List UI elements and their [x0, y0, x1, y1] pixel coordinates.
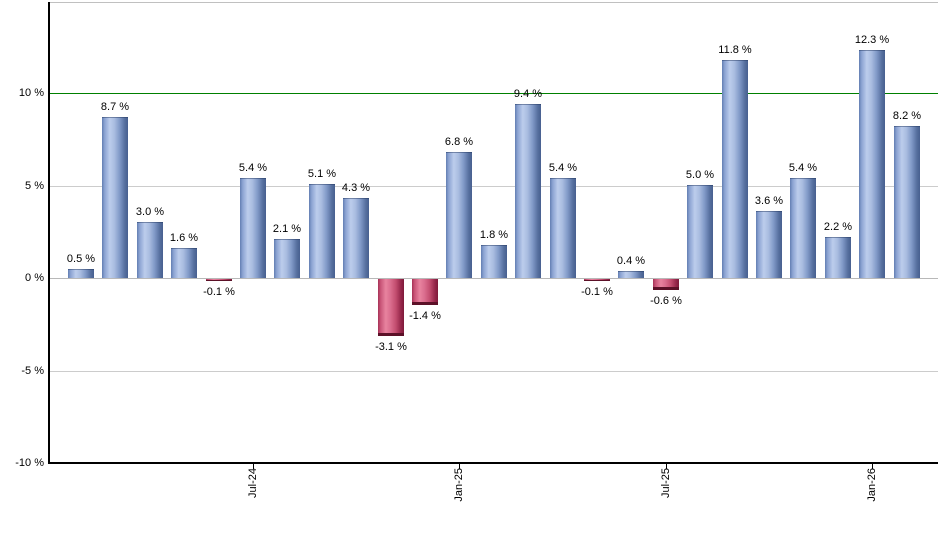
bar[interactable] [343, 198, 369, 278]
bar-value-label: 4.3 % [341, 182, 371, 194]
bar-value-label: 8.7 % [100, 101, 130, 113]
bar[interactable] [171, 248, 197, 278]
bar-value-label: 5.0 % [685, 169, 715, 181]
bar[interactable] [412, 279, 438, 305]
gridline [50, 186, 938, 187]
x-axis-label: Jul-25 [660, 468, 672, 498]
bar-value-label: 3.0 % [135, 206, 165, 218]
bar[interactable] [309, 184, 335, 278]
bar[interactable] [137, 222, 163, 278]
bar[interactable] [240, 178, 266, 278]
bar-value-label: 11.8 % [718, 44, 752, 56]
bar-value-label: -0.1 % [203, 286, 235, 298]
y-axis-label: 10 % [18, 87, 44, 99]
bar[interactable] [446, 152, 472, 278]
x-axis-tick [459, 464, 460, 469]
bar[interactable] [481, 245, 507, 278]
y-axis-label: 0 % [25, 272, 44, 284]
bar-value-label: -1.4 % [409, 310, 441, 322]
bar[interactable] [378, 279, 404, 336]
bar[interactable] [584, 279, 610, 281]
bar-value-label: 5.4 % [788, 162, 818, 174]
bar[interactable] [790, 178, 816, 278]
bar-value-label: 2.2 % [823, 221, 853, 233]
bar[interactable] [825, 237, 851, 278]
bar[interactable] [68, 269, 94, 278]
y-axis-label: -10 % [15, 457, 44, 469]
bar[interactable] [206, 279, 232, 281]
bar[interactable] [274, 239, 300, 278]
x-axis-label: Jul-24 [247, 468, 259, 498]
y-axis-line [48, 2, 50, 464]
bar[interactable] [102, 117, 128, 278]
bar[interactable] [653, 279, 679, 290]
y-axis-label: -5 % [21, 365, 44, 377]
bar-value-label: 3.6 % [754, 195, 784, 207]
x-axis-label: Jan-26 [866, 468, 878, 502]
bar-value-label: 2.1 % [272, 223, 302, 235]
bar[interactable] [618, 271, 644, 278]
bar-value-label: 6.8 % [444, 136, 474, 148]
bar-value-label: -0.6 % [650, 295, 682, 307]
bar[interactable] [722, 60, 748, 278]
x-axis-tick [872, 464, 873, 469]
bar-value-label: 0.5 % [66, 253, 96, 265]
bar-value-label: 5.4 % [548, 162, 578, 174]
plot-border-top [48, 2, 938, 3]
x-axis-line [48, 462, 938, 464]
bar[interactable] [756, 211, 782, 278]
bar-value-label: -0.1 % [581, 286, 613, 298]
bar-value-label: 12.3 % [854, 34, 890, 46]
bar-value-label: 8.2 % [892, 110, 922, 122]
gridline [50, 371, 938, 372]
bar-value-label: 9.4 % [513, 88, 543, 100]
x-axis-label: Jan-25 [453, 468, 465, 502]
bar-value-label: 0.4 % [616, 255, 646, 267]
bar[interactable] [859, 50, 885, 278]
x-axis-tick [666, 464, 667, 469]
bar-value-label: 1.6 % [169, 232, 199, 244]
y-axis-label: 5 % [25, 180, 44, 192]
x-axis-tick [253, 464, 254, 469]
zero-gridline [50, 278, 938, 279]
bar-value-label: 5.1 % [307, 168, 337, 180]
bar[interactable] [550, 178, 576, 278]
bar-value-label: -3.1 % [375, 341, 407, 353]
bar-value-label: 1.8 % [479, 229, 509, 241]
bar[interactable] [894, 126, 920, 278]
reference-line-10pct [50, 93, 938, 94]
bar[interactable] [687, 185, 713, 278]
bar-value-label: 5.4 % [238, 162, 268, 174]
bar[interactable] [515, 104, 541, 278]
